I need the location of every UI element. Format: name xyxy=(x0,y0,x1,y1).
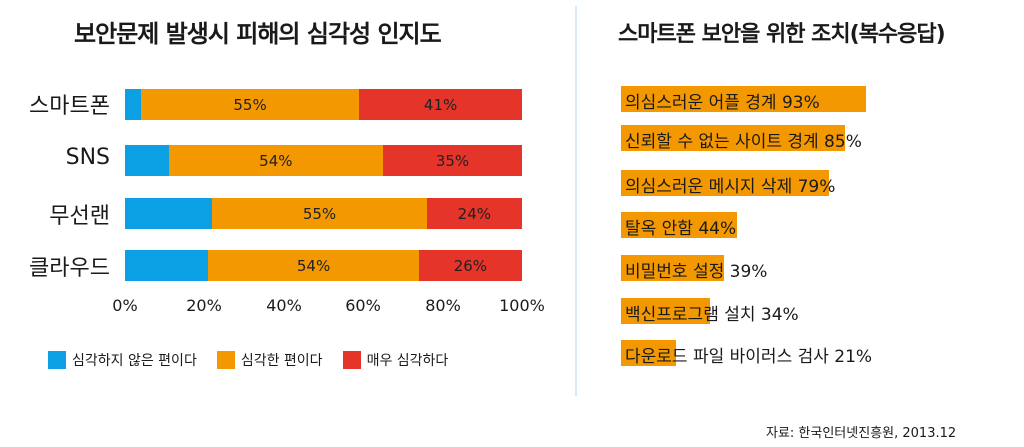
segment-very-serious: 24% xyxy=(426,198,522,229)
measure-bar xyxy=(621,212,737,238)
legend-swatch-red xyxy=(342,351,361,369)
bar-row: 55% 24% xyxy=(125,198,522,229)
x-tick: 80% xyxy=(425,296,461,315)
measure-label: 비밀번호 설정 39% xyxy=(625,262,768,282)
legend: 심각하지 않은 편이다 심각한 편이다 매우 심각하다 xyxy=(48,350,460,370)
bar-row: 54% 26% xyxy=(125,250,522,281)
x-tick: 0% xyxy=(112,296,138,315)
legend-swatch-blue xyxy=(48,351,66,369)
segment-very-serious: 41% xyxy=(359,89,522,120)
segment-not-serious xyxy=(125,145,169,176)
segment-not-serious xyxy=(125,89,141,120)
bar-row: 55% 41% xyxy=(125,89,522,120)
measure-label: 의심스러운 어플 경계 93% xyxy=(625,93,820,113)
segment-serious: 55% xyxy=(212,198,427,229)
legend-item: 매우 심각하다 xyxy=(342,350,449,370)
legend-swatch-orange xyxy=(216,351,235,369)
row-label: 클라우드 xyxy=(29,256,110,281)
right-chart-title: 스마트폰 보안을 위한 조치(복수응답) xyxy=(618,22,946,47)
measure-label: 백신프로그램 설치 34% xyxy=(625,305,799,325)
segment-serious: 55% xyxy=(140,89,360,120)
measure-bar xyxy=(621,170,829,196)
measure-bar xyxy=(621,255,724,281)
measure-label: 탈옥 안함 44% xyxy=(625,219,737,239)
x-tick: 60% xyxy=(345,296,381,315)
row-label: 스마트폰 xyxy=(29,94,110,119)
measure-bar xyxy=(621,86,866,112)
legend-label: 매우 심각하다 xyxy=(366,353,449,369)
left-chart-title: 보안문제 발생시 피해의 심각성 인지도 xyxy=(74,20,442,48)
segment-very-serious: 26% xyxy=(418,250,522,281)
row-label: SNS xyxy=(65,145,110,170)
legend-label: 심각한 편이다 xyxy=(240,353,323,369)
measure-bar xyxy=(621,340,677,366)
source-note: 자료: 한국인터넷진흥원, 2013.12 xyxy=(766,426,957,441)
segment-serious: 54% xyxy=(208,250,419,281)
measure-label: 다운로드 파일 바이러스 검사 21% xyxy=(625,347,873,367)
row-label: 무선랜 xyxy=(49,204,110,229)
measure-label: 신뢰할 수 없는 사이트 경계 85% xyxy=(625,132,862,152)
segment-serious: 54% xyxy=(168,145,384,176)
measure-bar xyxy=(621,125,845,151)
legend-item: 심각한 편이다 xyxy=(216,350,323,370)
bar-row: 54% 35% xyxy=(125,145,522,176)
x-tick: 40% xyxy=(266,296,302,315)
x-tick: 100% xyxy=(499,296,545,315)
segment-not-serious xyxy=(125,250,209,281)
x-tick: 20% xyxy=(186,296,222,315)
measure-bar xyxy=(621,298,711,324)
legend-label: 심각하지 않은 편이다 xyxy=(72,353,197,369)
legend-item: 심각하지 않은 편이다 xyxy=(48,350,197,370)
divider xyxy=(575,6,577,396)
segment-not-serious xyxy=(125,198,213,229)
measure-label: 의심스러운 메시지 삭제 79% xyxy=(625,177,836,197)
segment-very-serious: 35% xyxy=(383,145,522,176)
